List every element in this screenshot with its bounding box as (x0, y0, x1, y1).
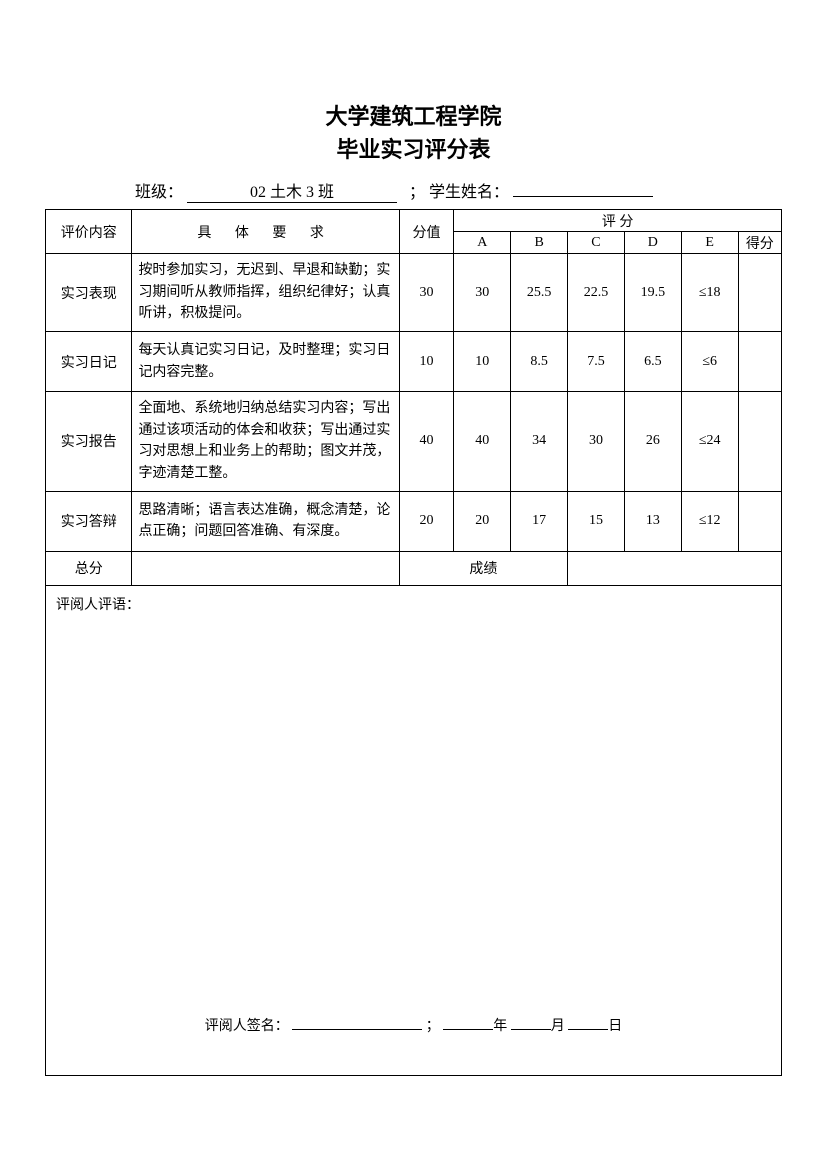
cell-E: ≤6 (681, 332, 738, 392)
cell-E: ≤12 (681, 491, 738, 551)
cell-score: 10 (399, 332, 454, 392)
signature-blank (292, 1029, 422, 1030)
cell-category: 实习答辩 (46, 491, 132, 551)
cell-D: 13 (624, 491, 681, 551)
hdr-score: 分值 (399, 210, 454, 254)
comments-box: 评阅人评语： 评阅人签名： ； 年 月 日 (45, 586, 782, 1076)
table-row: 评价内容 具 体 要 求 分值 评 分 (46, 210, 782, 232)
year-suffix: 年 (493, 1019, 507, 1034)
result-label: 成绩 (399, 551, 567, 585)
cell-requirement: 全面地、系统地归纳总结实习内容；写出通过该项活动的体会和收获；写出通过实习对思想… (132, 392, 399, 492)
comments-label: 评阅人评语： (56, 594, 771, 614)
hdr-A: A (454, 232, 511, 254)
month-blank (511, 1029, 551, 1030)
table-row: 实习答辩 思路清晰；语言表达准确，概念清楚，论点正确；问题回答准确、有深度。 2… (46, 491, 782, 551)
cell-C: 30 (568, 392, 625, 492)
class-label: 班级： (135, 184, 183, 201)
hdr-E: E (681, 232, 738, 254)
hdr-D: D (624, 232, 681, 254)
hdr-got: 得分 (738, 232, 781, 254)
hdr-requirement: 具 体 要 求 (132, 210, 399, 254)
total-value (132, 551, 399, 585)
name-label: 学生姓名： (429, 184, 509, 201)
cell-E: ≤18 (681, 254, 738, 332)
title-line-2: 毕业实习评分表 (45, 133, 782, 166)
cell-score: 40 (399, 392, 454, 492)
cell-category: 实习表现 (46, 254, 132, 332)
info-row: 班级： 02 土木 3 班 ； 学生姓名： (135, 178, 782, 203)
class-value: 02 土木 3 班 (187, 178, 397, 203)
cell-requirement: 思路清晰；语言表达准确，概念清楚，论点正确；问题回答准确、有深度。 (132, 491, 399, 551)
table-row: 实习表现 按时参加实习，无迟到、早退和缺勤；实习期间听从教师指挥，组织纪律好；认… (46, 254, 782, 332)
cell-C: 15 (568, 491, 625, 551)
year-blank (443, 1029, 493, 1030)
hdr-grading-group: 评 分 (454, 210, 782, 232)
table-row: 实习报告 全面地、系统地归纳总结实习内容；写出通过该项活动的体会和收获；写出通过… (46, 392, 782, 492)
cell-B: 8.5 (511, 332, 568, 392)
cell-D: 6.5 (624, 332, 681, 392)
cell-A: 10 (454, 332, 511, 392)
day-suffix: 日 (608, 1019, 622, 1034)
cell-E: ≤24 (681, 392, 738, 492)
name-value (513, 196, 653, 197)
day-blank (568, 1029, 608, 1030)
cell-C: 22.5 (568, 254, 625, 332)
cell-D: 26 (624, 392, 681, 492)
signature-line: 评阅人签名： ； 年 月 日 (46, 1015, 781, 1035)
cell-category: 实习报告 (46, 392, 132, 492)
cell-score: 20 (399, 491, 454, 551)
cell-got (738, 491, 781, 551)
cell-requirement: 按时参加实习，无迟到、早退和缺勤；实习期间听从教师指挥，组织纪律好；认真听讲，积… (132, 254, 399, 332)
cell-A: 40 (454, 392, 511, 492)
cell-A: 20 (454, 491, 511, 551)
cell-A: 30 (454, 254, 511, 332)
cell-B: 34 (511, 392, 568, 492)
cell-B: 25.5 (511, 254, 568, 332)
title-line-1: 大学建筑工程学院 (45, 100, 782, 133)
cell-requirement: 每天认真记实习日记，及时整理；实习日记内容完整。 (132, 332, 399, 392)
month-suffix: 月 (551, 1019, 565, 1034)
grading-table: 评价内容 具 体 要 求 分值 评 分 A B C D E 得分 实习表现 按时… (45, 209, 782, 586)
signature-sep: ； (426, 1019, 440, 1034)
cell-C: 7.5 (568, 332, 625, 392)
info-sep-char: ； (409, 184, 425, 201)
cell-B: 17 (511, 491, 568, 551)
total-label: 总分 (46, 551, 132, 585)
signature-label: 评阅人签名： (205, 1019, 289, 1034)
cell-got (738, 332, 781, 392)
cell-got (738, 254, 781, 332)
cell-score: 30 (399, 254, 454, 332)
table-row: 总分 成绩 (46, 551, 782, 585)
hdr-C: C (568, 232, 625, 254)
hdr-B: B (511, 232, 568, 254)
cell-D: 19.5 (624, 254, 681, 332)
table-row: 实习日记 每天认真记实习日记，及时整理；实习日记内容完整。 10 10 8.5 … (46, 332, 782, 392)
cell-category: 实习日记 (46, 332, 132, 392)
hdr-category: 评价内容 (46, 210, 132, 254)
result-value (568, 551, 782, 585)
info-sep (401, 184, 409, 201)
cell-got (738, 392, 781, 492)
